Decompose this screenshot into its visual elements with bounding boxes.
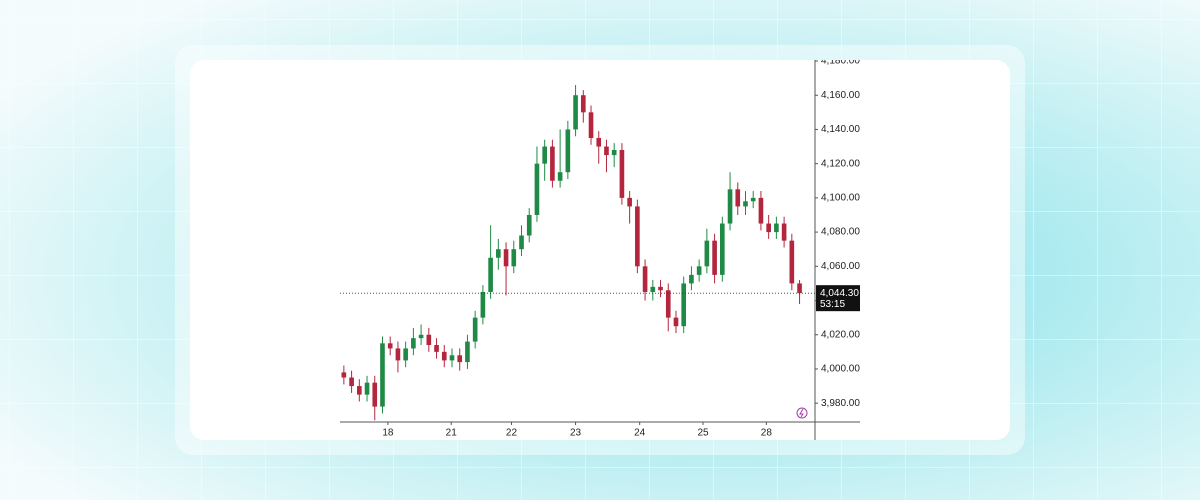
candle-body (665, 290, 671, 318)
candle-body (619, 149, 625, 198)
lightning-icon-bolt (799, 408, 804, 418)
candle-body (596, 137, 602, 147)
candle-body (604, 146, 609, 156)
candle-body (673, 317, 679, 327)
candle-body (774, 223, 779, 233)
candle-body (480, 291, 486, 318)
candle-body (689, 274, 694, 284)
candle-body (627, 197, 632, 207)
candle-body (395, 348, 401, 361)
y-tick-label: 4,100.00 (821, 193, 860, 204)
candle-body (356, 386, 362, 395)
candle-body (465, 341, 470, 363)
candle-body (519, 235, 524, 250)
candle-body (580, 95, 586, 113)
candle-body (766, 223, 771, 233)
x-tick-label: 21 (446, 428, 458, 439)
lightning-icon (796, 407, 808, 419)
candle-body (403, 348, 408, 361)
candle-body (372, 382, 378, 407)
candle-body (557, 172, 563, 181)
candle-body (542, 146, 547, 164)
candle-body (380, 343, 385, 407)
chart: 3,980.004,000.004,020.004,040.004,060.00… (340, 56, 860, 440)
candle-body (341, 372, 347, 378)
candle-body (735, 189, 741, 207)
candle-body (364, 382, 370, 395)
y-tick-label: 3,980.00 (821, 398, 860, 409)
card (190, 60, 1010, 440)
x-tick-label: 28 (761, 428, 773, 439)
candle-body (681, 283, 687, 327)
candle-body (457, 355, 463, 363)
x-tick-label: 23 (570, 428, 582, 439)
candle-body (712, 240, 717, 275)
candle-body (611, 149, 617, 156)
candle-body (781, 223, 787, 241)
candle-body (565, 129, 571, 173)
x-tick-label: 25 (697, 428, 709, 439)
countdown-label: 53:15 (820, 299, 845, 310)
candle-body (750, 197, 756, 202)
y-tick-label: 4,140.00 (821, 124, 860, 135)
candle-body (550, 146, 555, 181)
last-price-box (816, 285, 860, 312)
candle-body (418, 334, 424, 339)
candle-body (588, 112, 594, 138)
candle-body (441, 351, 447, 361)
candle-body (704, 240, 710, 267)
candle-body (797, 283, 802, 294)
last-price-label: 4,044.30 (820, 288, 859, 299)
y-tick-label: 4,160.00 (821, 90, 860, 101)
candle-body (411, 338, 416, 349)
candle-body (696, 266, 702, 275)
candle-body (658, 286, 663, 291)
candle-body (349, 377, 354, 387)
x-tick-label: 22 (506, 428, 518, 439)
candle-body (472, 317, 478, 342)
candle-body (526, 214, 532, 236)
candle-body (488, 257, 493, 292)
candle-body (720, 223, 725, 275)
candle-body (503, 249, 509, 267)
candle-body (511, 249, 517, 267)
candle-body (434, 345, 439, 352)
candle-body (387, 343, 393, 349)
candle-body (758, 197, 764, 224)
y-tick-label: 4,180.00 (821, 56, 860, 67)
y-tick-label: 4,020.00 (821, 329, 860, 340)
candle-body (642, 266, 648, 292)
y-tick-label: 4,120.00 (821, 158, 860, 169)
y-tick-label: 4,080.00 (821, 227, 860, 238)
candle-body (743, 201, 748, 207)
y-tick-label: 4,060.00 (821, 261, 860, 272)
candle-body (449, 355, 455, 361)
candle-body (573, 95, 578, 130)
y-tick-label: 4,000.00 (821, 364, 860, 375)
candle-body (534, 163, 540, 215)
candle-body (426, 334, 432, 346)
candle-body (727, 189, 733, 224)
x-tick-label: 24 (634, 428, 646, 439)
x-tick-label: 18 (382, 428, 394, 439)
candle-body (650, 286, 656, 292)
candle-body (789, 240, 795, 284)
candle-body (496, 249, 501, 258)
candle-body (635, 206, 640, 267)
